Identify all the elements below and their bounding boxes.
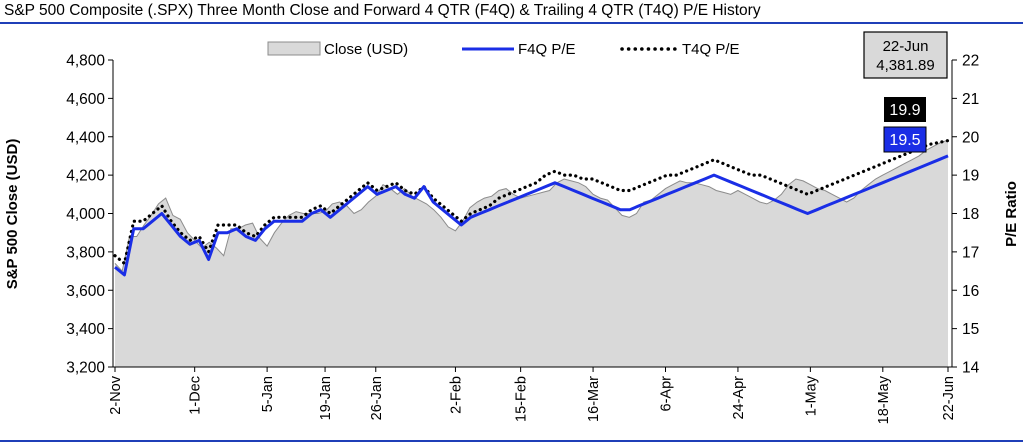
- y-left-tick-label: 3,200: [66, 360, 105, 377]
- y-right-tick-label: 15: [962, 321, 979, 338]
- legend-label-close: Close (USD): [324, 41, 408, 58]
- legend-item-t4q: T4Q P/E: [620, 41, 740, 58]
- x-tick-label: 18-May: [876, 375, 892, 424]
- x-tick-label: 2-Nov: [108, 375, 124, 414]
- y-right-tick-label: 22: [962, 53, 979, 70]
- x-tick-label: 19-Jan: [318, 376, 334, 420]
- chart-title: S&P 500 Composite (.SPX) Three Month Clo…: [4, 2, 761, 19]
- f4q-callout: 19.5: [883, 126, 927, 153]
- close-area-outline: [114, 139, 949, 273]
- x-tick-label: 1-Dec: [188, 376, 204, 415]
- t4q-callout-value: 19.9: [889, 102, 920, 119]
- x-tick-label: 15-Feb: [514, 376, 530, 422]
- y-left-tick-label: 4,000: [66, 206, 105, 223]
- x-tick-label: 24-Apr: [731, 376, 747, 420]
- f4q-pe-line: [114, 154, 949, 277]
- x-tick-label: 16-Mar: [586, 376, 602, 422]
- y-left-tick-label: 4,400: [66, 129, 105, 146]
- y-right-tick-label: 19: [962, 168, 979, 185]
- f4q-callout-value: 19.5: [889, 132, 920, 149]
- close-callout-box: [863, 31, 948, 79]
- close-area: [115, 140, 948, 367]
- y-left-tick-label: 3,400: [66, 321, 105, 338]
- y-axis-right-title: P/E Ratio: [1003, 181, 1020, 247]
- t4q-callout-box: [884, 97, 926, 122]
- y-right-tick-label: 18: [962, 206, 979, 223]
- y-right-tick-label: 21: [962, 91, 979, 108]
- x-tick-label: 5-Jan: [260, 376, 276, 412]
- y-right-tick-label: 17: [962, 244, 979, 261]
- close-callout-value: 4,381.89: [876, 57, 934, 74]
- t4q-callout: 19.9: [884, 97, 926, 122]
- y-left-tick-label: 4,200: [66, 168, 105, 185]
- legend-label-f4q: F4Q P/E: [518, 41, 576, 58]
- x-tick-label: 1-May: [803, 375, 819, 416]
- x-tick-label: 26-Jan: [369, 376, 385, 420]
- y-left-tick-label: 3,800: [66, 244, 105, 261]
- y-left-tick-label: 4,800: [66, 53, 105, 70]
- f4q-callout-box: [883, 126, 927, 153]
- y-right-tick-label: 14: [962, 360, 980, 377]
- x-tick-label: 22-Jun: [941, 376, 957, 420]
- y-left-tick-label: 4,600: [66, 91, 105, 108]
- y-right-tick-label: 16: [962, 283, 979, 300]
- legend-swatch-close: [267, 41, 321, 56]
- x-tick-label: 2-Feb: [448, 376, 464, 414]
- close-callout: 22-Jun 4,381.89: [863, 31, 948, 79]
- legend: Close (USD) F4Q P/E T4Q P/E: [267, 41, 740, 58]
- y-left-tick-label: 3,600: [66, 283, 105, 300]
- footer-rule: [0, 440, 1023, 442]
- y-axis-left-title: S&P 500 Close (USD): [4, 139, 21, 290]
- legend-item-f4q: F4Q P/E: [462, 41, 576, 58]
- t4q-pe-line: [113, 139, 950, 267]
- y-right-tick-label: 20: [962, 129, 980, 146]
- legend-item-close: Close (USD): [267, 41, 408, 58]
- x-tick-label: 6-Apr: [659, 376, 675, 412]
- close-callout-date: 22-Jun: [883, 38, 929, 55]
- legend-label-t4q: T4Q P/E: [682, 41, 740, 58]
- title-rule: [0, 22, 1023, 24]
